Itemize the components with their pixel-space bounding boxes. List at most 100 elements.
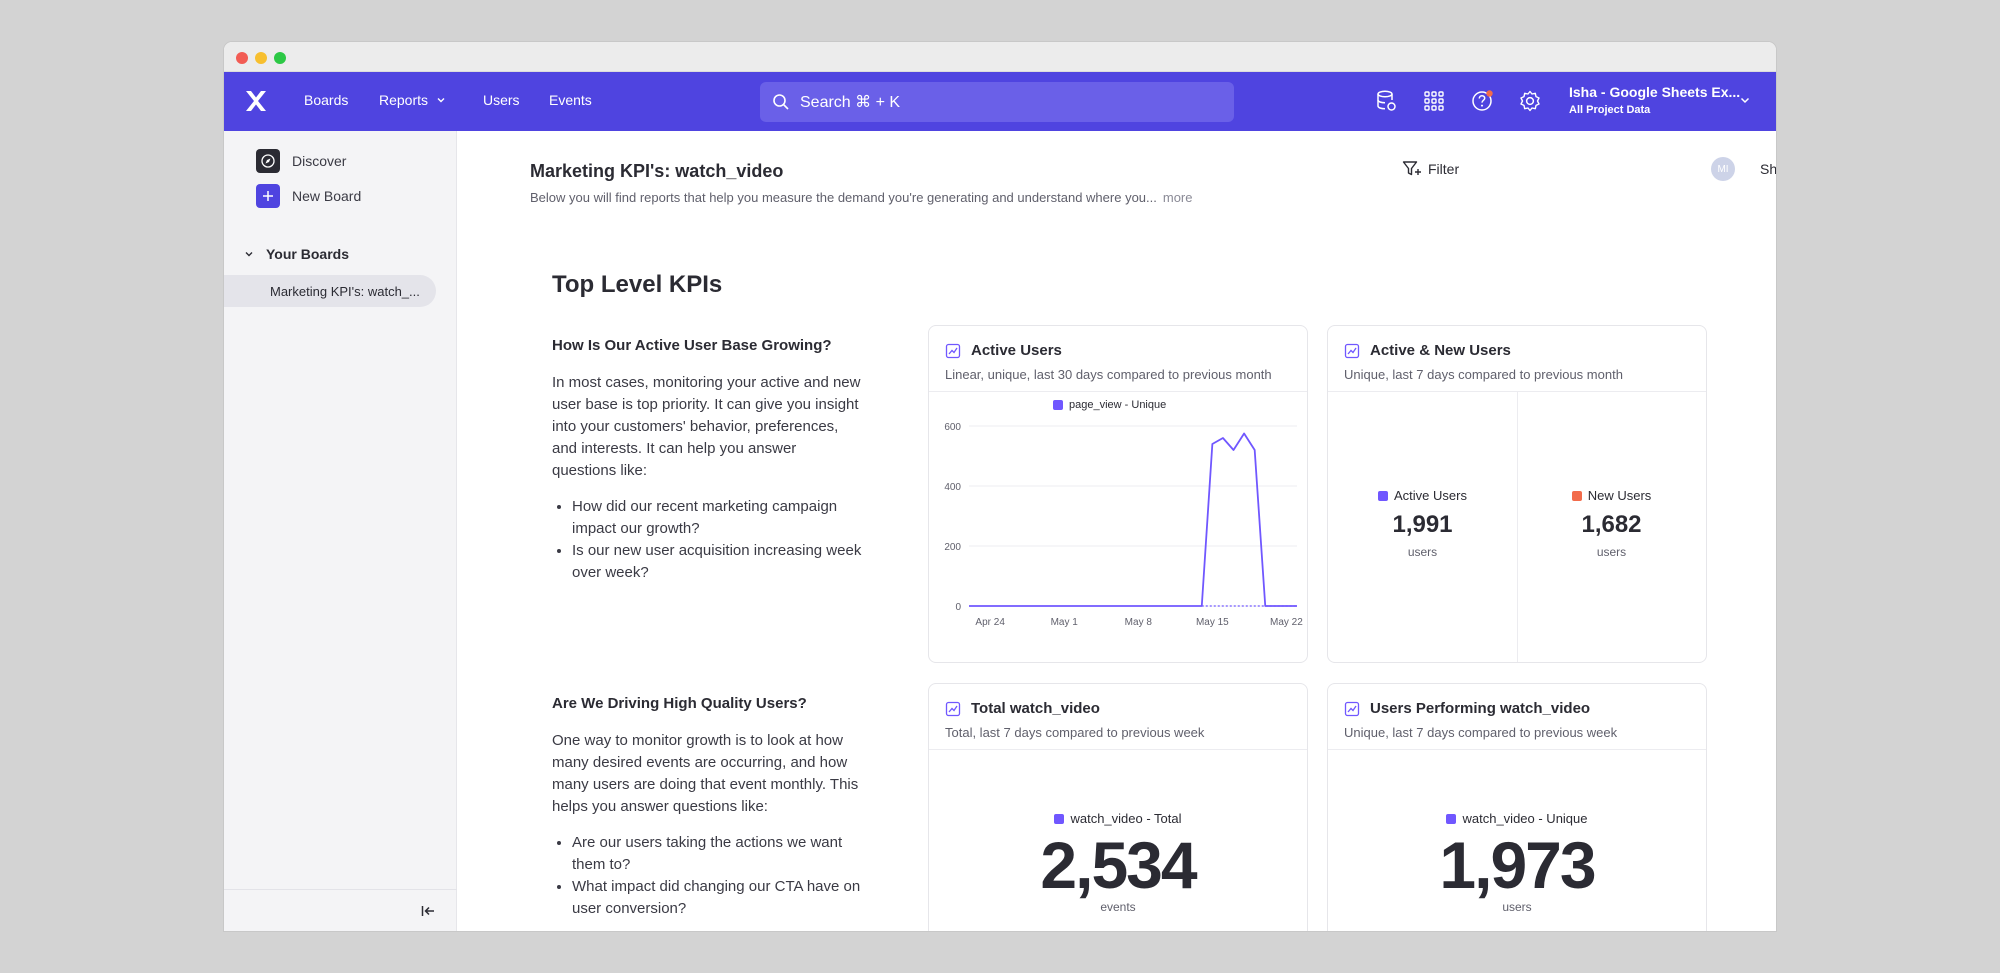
text-card-paragraph: One way to monitor growth is to look at …	[552, 732, 859, 815]
report-card-users-performing-watch-video[interactable]: Users Performing watch_video Unique, las…	[1327, 683, 1707, 931]
sidebar-section-your-boards[interactable]: Your Boards	[244, 246, 349, 262]
settings-gear-icon[interactable]	[1517, 88, 1543, 114]
x-tick-label: May 22	[1270, 617, 1303, 628]
window-titlebar	[224, 42, 1776, 72]
nav-users[interactable]: Users	[483, 92, 520, 108]
avatar-initials: MI	[1711, 157, 1735, 181]
legend-label: page_view - Unique	[1069, 399, 1167, 411]
filter-button[interactable]: Filter	[1402, 156, 1459, 182]
main-content: Marketing KPI's: watch_video Below you w…	[457, 131, 1776, 931]
card-title: Active & New Users	[1370, 342, 1511, 359]
metric-legend: Active Users	[1328, 488, 1517, 503]
metric-total-watch-video: watch_video - Total 2,534 events	[929, 811, 1307, 914]
metric-unit: users	[1502, 900, 1532, 914]
x-tick-label: May 1	[1051, 617, 1079, 628]
legend-swatch	[1053, 400, 1063, 410]
metric-unit: events	[1100, 900, 1136, 914]
sidebar-item-board[interactable]: Marketing KPI's: watch_...	[224, 275, 436, 307]
app-window: Boards Reports Users Events Search ⌘ + K	[224, 42, 1776, 931]
help-icon[interactable]	[1469, 88, 1495, 114]
list-item: How did our recent marketing campaign im…	[572, 496, 862, 540]
maximize-window-button[interactable]	[274, 52, 286, 64]
nav-boards-label: Boards	[304, 92, 349, 108]
metric-legend: New Users	[1517, 488, 1706, 503]
insights-chart-icon	[1344, 343, 1360, 358]
board-description: Below you will find reports that help yo…	[530, 190, 1193, 205]
x-tick-label: May 15	[1196, 617, 1229, 628]
top-navigation: Boards Reports Users Events Search ⌘ + K	[224, 72, 1776, 131]
metric-active-users: Active Users 1,991 users	[1328, 488, 1517, 559]
app-logo-icon[interactable]	[243, 88, 269, 114]
sidebar: Discover New Board Your Boards Marketing…	[224, 131, 457, 931]
legend-label: watch_video - Unique	[1462, 811, 1588, 826]
insights-chart-icon	[945, 343, 961, 358]
metric-new-users: New Users 1,682 users	[1517, 488, 1706, 559]
collapse-sidebar-icon[interactable]	[420, 903, 436, 919]
metric-users-performing: watch_video - Unique 1,973 users	[1328, 811, 1706, 914]
sidebar-item-label: Discover	[292, 153, 347, 169]
card-title: Active Users	[971, 342, 1062, 359]
legend-swatch	[1446, 813, 1457, 824]
divider	[929, 391, 1307, 392]
sidebar-item-label: Marketing KPI's: watch_...	[270, 283, 420, 299]
card-title: Users Performing watch_video	[1370, 700, 1591, 717]
divider	[1328, 749, 1706, 750]
divider	[929, 749, 1307, 750]
search-input[interactable]: Search ⌘ + K	[760, 82, 1234, 122]
filter-label: Filter	[1428, 161, 1460, 177]
chevron-down-icon	[437, 98, 445, 103]
apps-grid-icon[interactable]	[1421, 88, 1447, 114]
nav-events[interactable]: Events	[549, 92, 592, 108]
share-button[interactable]: Share	[1760, 156, 1776, 182]
card-header: Active Users	[945, 342, 1062, 359]
report-card-active-new-users[interactable]: Active & New Users Unique, last 7 days c…	[1327, 325, 1707, 663]
list-item: Are our users taking the actions we want…	[572, 832, 862, 876]
minimize-window-button[interactable]	[255, 52, 267, 64]
text-card-heading: Are We Driving High Quality Users?	[552, 695, 807, 712]
report-card-active-users[interactable]: Active Users Linear, unique, last 30 day…	[928, 325, 1308, 663]
metric-unit: users	[1596, 545, 1627, 559]
nav-reports[interactable]: Reports	[379, 92, 446, 108]
text-card-paragraph: In most cases, monitoring your active an…	[552, 374, 861, 479]
metric-legend: watch_video - Unique	[1328, 811, 1706, 826]
project-name: Isha - Google Sheets Ex...	[1569, 84, 1741, 100]
legend-label: watch_video - Total	[1070, 811, 1182, 826]
series-line	[969, 432, 1297, 607]
sidebar-item-discover[interactable]: Discover	[256, 149, 346, 173]
sidebar-footer	[224, 889, 457, 931]
sidebar-item-label: New Board	[292, 188, 362, 204]
text-card-heading: How Is Our Active User Base Growing?	[552, 337, 832, 354]
chart-legend: page_view - Unique	[1053, 399, 1166, 411]
plus-icon	[256, 184, 280, 208]
chevron-down-icon[interactable]	[1739, 94, 1751, 106]
report-card-total-watch-video[interactable]: Total watch_video Total, last 7 days com…	[928, 683, 1308, 931]
insights-chart-icon	[1344, 701, 1360, 716]
metric-value: 1,973	[1439, 828, 1596, 902]
card-subtitle: Linear, unique, last 30 days compared to…	[945, 367, 1272, 382]
metric-value: 1,682	[1581, 511, 1642, 538]
x-tick-label: Apr 24	[975, 617, 1005, 628]
more-link[interactable]: more	[1162, 190, 1193, 205]
card-header: Users Performing watch_video	[1344, 700, 1590, 717]
close-window-button[interactable]	[236, 52, 248, 64]
y-tick-label: 600	[944, 422, 961, 433]
list-item: Is our new user acquisition increasing w…	[572, 540, 862, 584]
database-icon[interactable]	[1373, 88, 1399, 114]
divider	[1517, 392, 1518, 662]
nav-events-label: Events	[549, 92, 592, 108]
avatar[interactable]: MI	[1711, 156, 1735, 182]
sidebar-item-new-board[interactable]: New Board	[256, 184, 361, 208]
y-tick-label: 0	[955, 602, 961, 613]
card-header: Active & New Users	[1344, 342, 1511, 359]
board-description-text: Below you will find reports that help yo…	[530, 190, 1157, 205]
project-selector[interactable]: Isha - Google Sheets Ex... All Project D…	[1569, 84, 1740, 116]
nav-boards[interactable]: Boards	[304, 92, 348, 108]
metric-value: 2,534	[1040, 828, 1197, 902]
card-subtitle: Unique, last 7 days compared to previous…	[1344, 725, 1618, 740]
chevron-down-icon	[245, 252, 253, 257]
card-subtitle: Unique, last 7 days compared to previous…	[1344, 367, 1623, 382]
text-card-list: Are our users taking the actions we want…	[552, 832, 862, 920]
metric-value: 1,991	[1392, 511, 1453, 538]
y-tick-label: 200	[944, 542, 961, 553]
legend-label: Active Users	[1394, 488, 1467, 503]
